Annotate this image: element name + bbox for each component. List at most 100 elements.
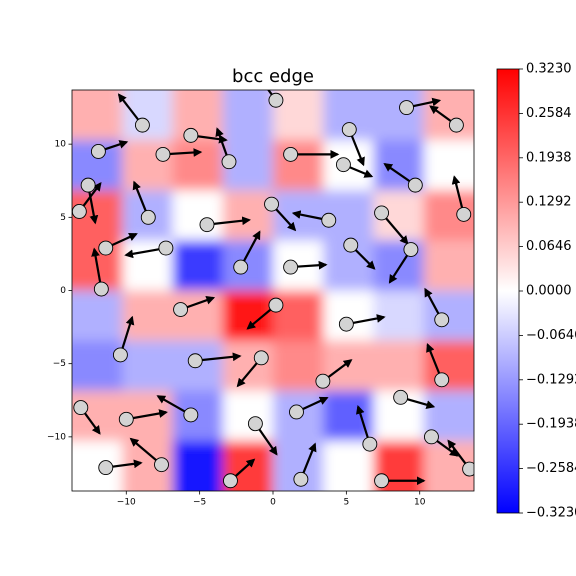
atom <box>462 461 474 477</box>
axes: −10 −5 0 5 10 −10 −5 0 5 10 <box>47 140 426 508</box>
field-cell <box>72 340 124 392</box>
colorbar-tick-label: 0.0000 <box>526 284 572 299</box>
colorbar-tick-label: −0.1292 <box>526 372 576 387</box>
atom <box>90 144 106 159</box>
field-cell <box>122 290 174 342</box>
atom <box>362 436 378 452</box>
atom <box>403 242 419 257</box>
atom <box>155 146 171 162</box>
x-tick-label: 10 <box>414 498 426 508</box>
field-cell <box>373 340 425 392</box>
field-cell <box>373 90 425 142</box>
y-tick-label: −10 <box>47 432 66 442</box>
atom <box>223 473 238 489</box>
atom <box>221 154 237 170</box>
field-cell <box>423 340 474 392</box>
atom <box>434 312 450 328</box>
field-cell <box>423 240 474 292</box>
field-cell <box>122 90 174 142</box>
quiver <box>72 90 474 489</box>
field-cell <box>72 290 124 342</box>
atom <box>154 457 169 473</box>
arrow <box>195 352 242 362</box>
field-cell <box>222 190 274 242</box>
atom <box>118 411 134 427</box>
atom <box>72 204 87 219</box>
atom <box>335 157 351 173</box>
field-cell <box>72 390 124 442</box>
field-cell <box>222 290 274 342</box>
atom <box>448 117 464 133</box>
field-cell <box>222 90 274 142</box>
atom <box>434 372 450 388</box>
field-cell <box>172 240 224 292</box>
atom <box>93 281 109 297</box>
atom <box>187 353 203 369</box>
atom <box>233 259 249 275</box>
field-cell <box>72 90 124 142</box>
field-cell <box>172 440 224 491</box>
atom <box>98 460 114 476</box>
x-tick-label: −5 <box>193 498 206 508</box>
atom <box>80 177 96 193</box>
atom <box>407 177 423 193</box>
atom <box>283 146 299 162</box>
colorbar-tick-label: −0.3230 <box>526 506 576 521</box>
atom <box>183 127 199 143</box>
atom <box>315 373 331 389</box>
atom <box>343 237 359 253</box>
y-tick-label: −5 <box>53 359 66 369</box>
atom <box>158 240 174 256</box>
y-tick-label: 5 <box>60 213 66 223</box>
field-cell <box>273 90 325 142</box>
field-cell <box>172 90 224 142</box>
field-cell <box>423 290 474 342</box>
atom <box>399 100 414 116</box>
field-cell <box>373 290 425 342</box>
field-cell <box>122 340 174 392</box>
field-cell <box>373 440 425 491</box>
atom <box>374 205 390 221</box>
colorbar-tick-label: 0.0646 <box>526 239 572 254</box>
field-cell <box>273 290 325 342</box>
atom <box>338 316 354 332</box>
colorbar-tick-label: 0.1292 <box>526 195 572 210</box>
y-tick-label: 10 <box>55 140 67 150</box>
chart-title: bcc edge <box>232 66 314 87</box>
atom <box>140 209 156 225</box>
atom <box>341 122 357 137</box>
atom <box>268 297 284 313</box>
field-cell <box>172 140 224 192</box>
y-tick-label: 0 <box>60 286 66 296</box>
field-cell <box>72 240 124 292</box>
atom <box>456 206 472 222</box>
atom <box>173 302 189 317</box>
colorbar-tick-label: −0.0646 <box>526 328 576 343</box>
atom <box>247 416 263 432</box>
atom <box>73 400 89 416</box>
field-cell <box>222 240 274 292</box>
field-cell <box>273 140 325 192</box>
field-cell <box>222 340 274 392</box>
atom <box>374 473 390 489</box>
field-cell <box>323 290 375 342</box>
atom <box>199 217 215 233</box>
atom <box>112 347 128 363</box>
colorbar <box>496 68 520 514</box>
field-cell <box>122 440 174 491</box>
colorbar-tick-label: −0.2584 <box>526 461 576 476</box>
x-tick-label: −10 <box>117 498 136 508</box>
colorbar-tick-label: 0.1938 <box>526 150 572 165</box>
atom <box>98 240 114 256</box>
x-tick-label: 0 <box>270 498 276 508</box>
atom <box>134 117 150 133</box>
field-cell <box>72 440 124 491</box>
atom <box>183 407 199 423</box>
field-cell <box>423 140 474 192</box>
colorbar-tick-label: 0.3230 <box>526 62 572 77</box>
atom <box>424 429 439 445</box>
atom <box>268 92 284 108</box>
colorbar-tick-label: −0.1938 <box>526 417 576 432</box>
atom <box>393 389 409 405</box>
atom <box>264 196 279 212</box>
